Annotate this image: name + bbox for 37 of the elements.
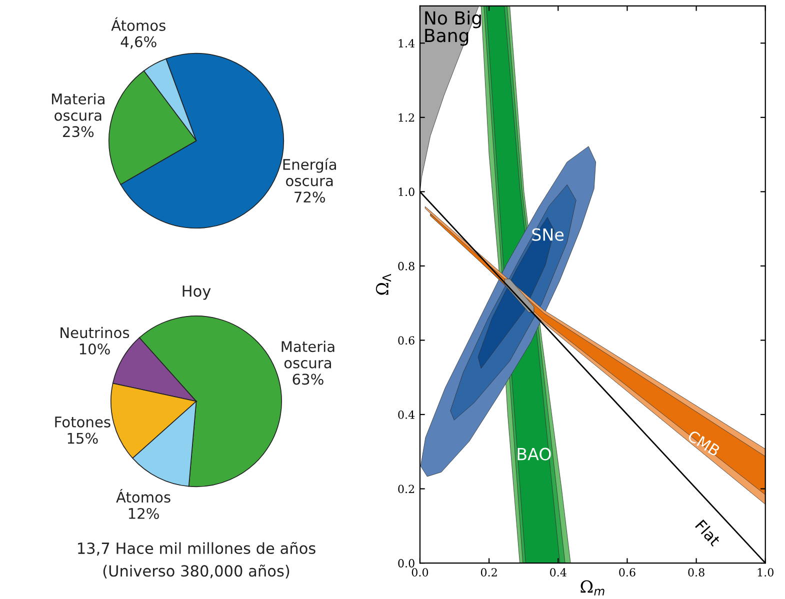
x-axis-title: Ω$_{m}$ [580, 580, 604, 596]
y-axis-title: Ω$_{Λ}$ [376, 274, 392, 295]
x-tick-label: 0.0 [412, 568, 428, 577]
y-tick-label: 0.0 [398, 559, 414, 568]
text: Hoy [182, 285, 211, 300]
slice-label: Energía oscura [283, 158, 336, 186]
x-tick-label: 0.8 [688, 568, 704, 577]
data-label: 15% [68, 432, 98, 444]
x-tick-label: 0.6 [619, 568, 636, 577]
x-tick-label: 0.2 [480, 568, 497, 577]
data-label: 4,6% [120, 36, 156, 49]
data-label: 10% [80, 343, 110, 354]
annotation: No Big Bang [425, 10, 481, 46]
text: (Universo 380,000 años) [103, 564, 290, 578]
x-tick-label: 0.4 [550, 568, 566, 577]
annotation: BAO [518, 448, 551, 460]
slice-label: Materia oscura [282, 340, 334, 368]
y-tick-label: 0.4 [398, 410, 415, 419]
annotation: CMB [687, 430, 721, 457]
data-label: 63% [292, 374, 324, 385]
slice-label: Átomos [111, 17, 166, 31]
slice-label: Neutrinos [60, 326, 130, 338]
text: 13,7 Hace mil millones de años [78, 542, 316, 556]
slice-label: Fotones [55, 416, 110, 428]
y-tick-label: 0.2 [398, 484, 414, 494]
y-tick-label: 0.8 [398, 262, 414, 270]
data-label: 12% [128, 508, 159, 520]
data-label: 23% [63, 126, 94, 138]
annotation: SNe [532, 228, 564, 241]
y-tick-label: 1.4 [398, 39, 415, 48]
y-tick-label: 1.2 [398, 113, 414, 122]
data-label: 72% [294, 192, 326, 203]
y-tick-label: 1.0 [398, 188, 414, 196]
slice-label: Materia oscura [52, 93, 104, 121]
x-tick-label: 1.0 [758, 568, 774, 577]
slice-label: Átomos [116, 488, 170, 503]
y-tick-label: 0.6 [398, 336, 414, 345]
